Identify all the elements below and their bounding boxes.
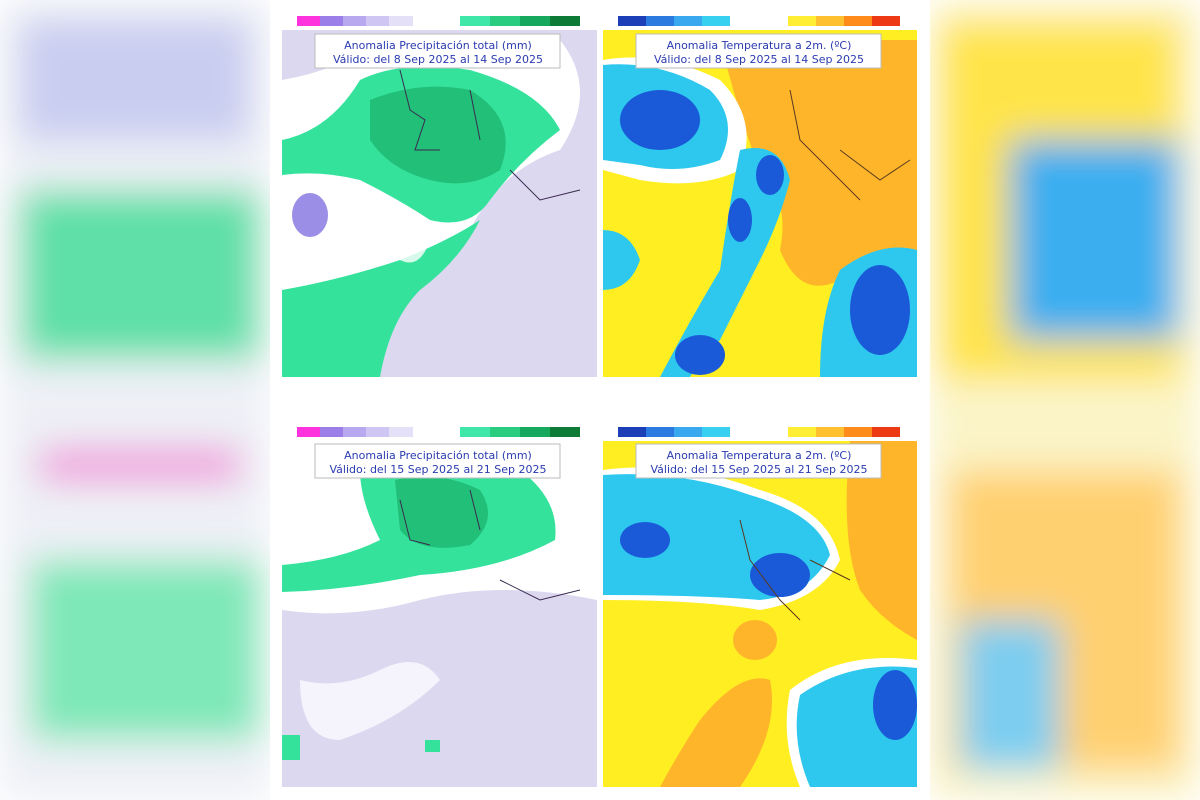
map-precip-1 (282, 30, 597, 377)
map-temp-2 (603, 441, 917, 787)
map-title: Anomalia Temperatura a 2m. (ºC) (667, 39, 852, 52)
map-subtitle: Válido: del 15 Sep 2025 al 21 Sep 2025 (330, 463, 547, 476)
map-subtitle: Válido: del 15 Sep 2025 al 21 Sep 2025 (651, 463, 868, 476)
title-box: Anomalia Precipitación total (mm) Válido… (314, 33, 561, 69)
map-temp-1 (603, 30, 917, 377)
map-subtitle: Válido: del 8 Sep 2025 al 14 Sep 2025 (333, 53, 543, 66)
legend-bars (297, 16, 900, 437)
map-title: Anomalia Precipitación total (mm) (344, 449, 532, 462)
title-box: Anomalia Temperatura a 2m. (ºC) Válido: … (635, 443, 882, 479)
map-precip-2 (282, 441, 597, 787)
map-subtitle: Válido: del 8 Sep 2025 al 14 Sep 2025 (654, 53, 864, 66)
map-title: Anomalia Precipitación total (mm) (344, 39, 532, 52)
map-title: Anomalia Temperatura a 2m. (ºC) (667, 449, 852, 462)
title-box: Anomalia Precipitación total (mm) Válido… (314, 443, 561, 479)
title-box: Anomalia Temperatura a 2m. (ºC) Válido: … (635, 33, 882, 69)
